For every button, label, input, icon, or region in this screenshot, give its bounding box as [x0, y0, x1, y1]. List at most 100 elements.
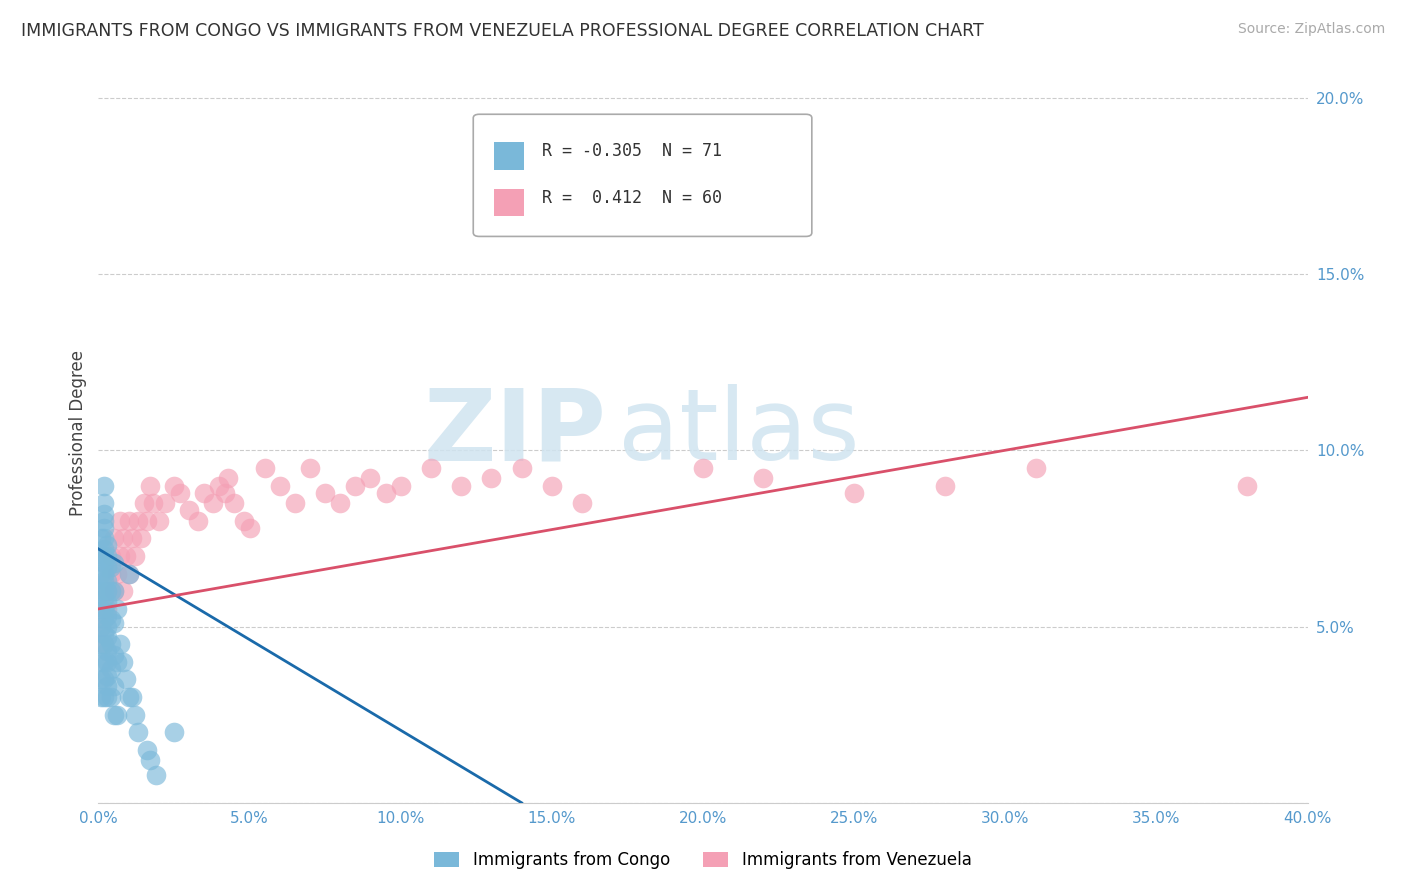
Point	[232, 514, 254, 528]
FancyBboxPatch shape	[494, 142, 524, 169]
Point	[93, 591, 115, 606]
Point	[100, 566, 122, 581]
Point	[153, 496, 176, 510]
Point	[121, 532, 143, 546]
Point	[142, 496, 165, 510]
Point	[269, 478, 291, 492]
Point	[93, 507, 115, 521]
Point	[96, 574, 118, 588]
Point	[93, 514, 115, 528]
Point	[844, 485, 866, 500]
Point	[100, 549, 122, 563]
Point	[93, 478, 115, 492]
Point	[93, 626, 115, 640]
Point	[93, 690, 115, 704]
Text: ZIP: ZIP	[423, 384, 606, 481]
Point	[169, 485, 191, 500]
Point	[571, 496, 593, 510]
Point	[299, 461, 322, 475]
Point	[96, 584, 118, 599]
Point	[124, 549, 146, 563]
Point	[752, 471, 775, 485]
Point	[118, 566, 141, 581]
Point	[103, 615, 125, 630]
Point	[224, 496, 246, 510]
Point	[96, 584, 118, 599]
Point	[360, 471, 382, 485]
Point	[540, 478, 562, 492]
Point	[163, 725, 186, 739]
Point	[118, 690, 141, 704]
Point	[100, 690, 122, 704]
Point	[105, 655, 128, 669]
Point	[420, 461, 443, 475]
Point	[148, 514, 170, 528]
Point	[96, 602, 118, 616]
Point	[90, 584, 112, 599]
Point	[114, 673, 136, 687]
Point	[96, 669, 118, 683]
Point	[100, 584, 122, 599]
Point	[510, 461, 533, 475]
Point	[193, 485, 215, 500]
Point	[132, 496, 155, 510]
Point	[93, 532, 115, 546]
Point	[111, 584, 134, 599]
Point	[93, 574, 115, 588]
Point	[217, 471, 239, 485]
Point	[179, 503, 201, 517]
Point	[124, 707, 146, 722]
Point	[284, 496, 307, 510]
Point	[93, 556, 115, 570]
Point	[934, 478, 956, 492]
Point	[93, 541, 115, 556]
Point	[93, 612, 115, 626]
Point	[329, 496, 352, 510]
Point	[111, 655, 134, 669]
Point	[100, 559, 122, 574]
Point	[103, 584, 125, 599]
Point	[100, 637, 122, 651]
Text: R =  0.412  N = 60: R = 0.412 N = 60	[543, 189, 723, 207]
Point	[111, 532, 134, 546]
Legend: Immigrants from Congo, Immigrants from Venezuela: Immigrants from Congo, Immigrants from V…	[427, 845, 979, 876]
Point	[96, 559, 118, 574]
Point	[314, 485, 336, 500]
Point	[96, 630, 118, 644]
Point	[253, 461, 276, 475]
Point	[239, 521, 262, 535]
Point	[344, 478, 367, 492]
Point	[118, 514, 141, 528]
Point	[100, 612, 122, 626]
Point	[96, 680, 118, 694]
Point	[96, 549, 118, 563]
Point	[208, 478, 231, 492]
Point	[93, 637, 115, 651]
Point	[187, 514, 209, 528]
Point	[96, 609, 118, 624]
Point	[103, 584, 125, 599]
FancyBboxPatch shape	[474, 114, 811, 236]
Point	[93, 521, 115, 535]
Point	[108, 637, 131, 651]
Point	[139, 478, 162, 492]
Point	[93, 655, 115, 669]
Point	[90, 549, 112, 563]
Point	[90, 637, 112, 651]
Point	[127, 725, 149, 739]
Point	[90, 619, 112, 633]
Point	[118, 566, 141, 581]
Point	[90, 602, 112, 616]
Text: Source: ZipAtlas.com: Source: ZipAtlas.com	[1237, 22, 1385, 37]
Point	[163, 478, 186, 492]
Point	[139, 754, 162, 768]
Point	[135, 514, 157, 528]
Point	[481, 471, 503, 485]
Point	[90, 655, 112, 669]
Point	[108, 514, 131, 528]
Point	[93, 584, 115, 599]
Point	[103, 707, 125, 722]
Point	[93, 566, 115, 581]
Text: atlas: atlas	[619, 384, 860, 481]
Point	[214, 485, 236, 500]
